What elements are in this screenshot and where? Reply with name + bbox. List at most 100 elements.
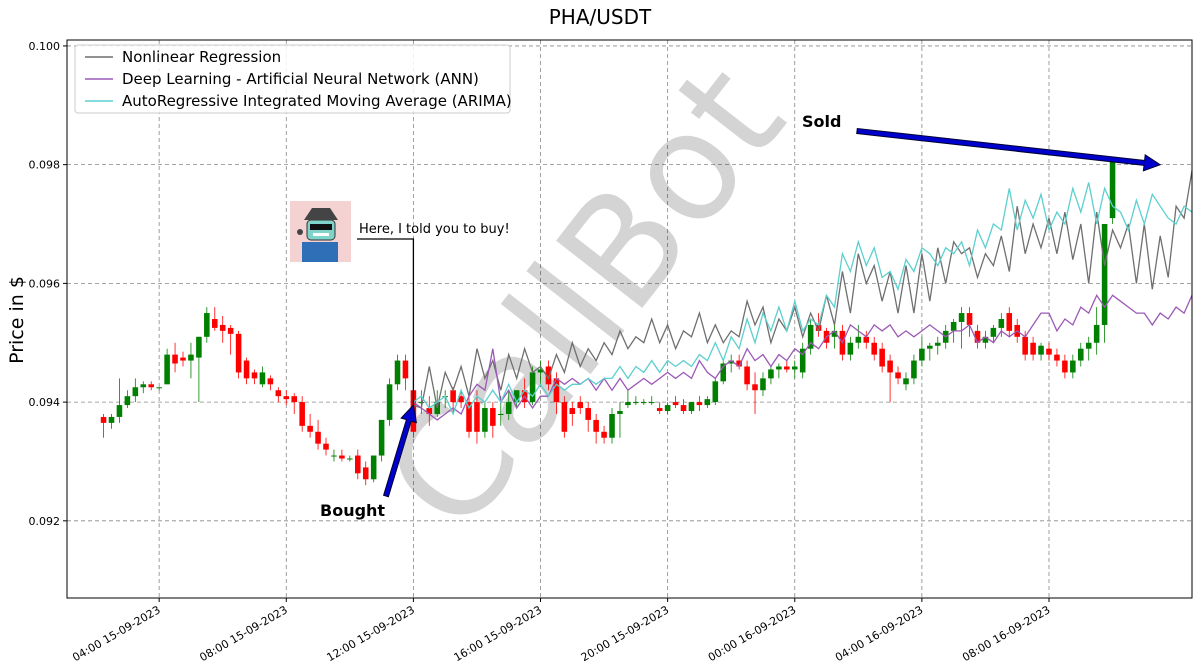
candle-body [569, 408, 576, 414]
legend-label-nonlinear: Nonlinear Regression [122, 48, 281, 66]
candle-body [418, 402, 425, 404]
x-tick-label: 08:00 16-09-2023 [960, 603, 1052, 664]
candle-body [180, 357, 186, 361]
x-tick-label: 20:00 15-09-2023 [579, 603, 671, 664]
candle-body [474, 402, 480, 432]
candle-body [887, 360, 893, 373]
legend-box [74, 44, 511, 114]
candle-body [235, 333, 242, 373]
candle-body [609, 413, 615, 438]
candle-body [966, 313, 973, 325]
candle-body [132, 387, 139, 397]
candle-body [450, 390, 456, 403]
candle-body [815, 324, 822, 331]
candle-body [323, 443, 329, 450]
bought-arrow [382, 404, 418, 498]
candle-body [251, 372, 258, 379]
candle-body [712, 381, 719, 403]
candle-body [315, 431, 321, 444]
candle-body [545, 366, 552, 385]
candle-body [362, 467, 369, 480]
x-tick-label: 12:00 15-09-2023 [325, 603, 417, 664]
candle-body [291, 396, 298, 403]
y-tick-label: 0.092 [29, 515, 61, 528]
y-tick-label: 0.094 [29, 396, 61, 409]
chart-title: PHA/USDT [549, 5, 652, 29]
candle-body [204, 313, 210, 337]
x-tick-label: 04:00 15-09-2023 [70, 603, 162, 664]
candle-body [1062, 360, 1068, 373]
candle-body [227, 327, 234, 334]
candle-body [776, 366, 782, 370]
candle-body [164, 354, 170, 385]
candle-body [982, 336, 989, 343]
candle-body [863, 336, 870, 343]
plot-frame [66, 39, 1193, 599]
candle-body [617, 411, 623, 414]
watermark-text: CallBot [352, 35, 818, 563]
candle-body [688, 402, 695, 412]
y-axis-label: Price in $ [6, 276, 28, 364]
candle-body [386, 384, 393, 420]
x-tick-label: 16:00 15-09-2023 [452, 603, 544, 664]
candle-body [672, 402, 679, 406]
series-line-1 [413, 293, 1192, 421]
y-tick-label: 0.098 [29, 159, 61, 172]
candle-body [577, 402, 584, 409]
candle-body [593, 419, 599, 432]
candle-body [116, 405, 123, 417]
candle-body [1030, 342, 1036, 355]
candle-body [601, 431, 607, 438]
candle-body [768, 369, 774, 379]
candle-body [625, 402, 631, 406]
candle-body [760, 378, 766, 391]
candle-body [466, 402, 472, 432]
candle-body [537, 369, 544, 373]
candle-body [990, 327, 997, 337]
candle-body [879, 348, 885, 367]
sold-arrow [856, 127, 1162, 172]
candle-body [927, 345, 933, 349]
candle-body [283, 396, 290, 400]
candle-body [1054, 354, 1060, 361]
y-axis: 0.092 0.094 0.096 0.098 0.100 [29, 40, 67, 528]
candle-body [784, 366, 790, 370]
watermark: CallBot [352, 35, 818, 563]
candle-body [458, 396, 464, 403]
speech-text: Here, I told you to buy! [359, 222, 510, 237]
candle-body [331, 455, 337, 457]
candle-body [307, 425, 313, 432]
candle-body [553, 378, 560, 403]
candle-body [911, 360, 917, 379]
y-tick-label: 0.100 [29, 40, 61, 53]
speech-pointer-line [357, 238, 415, 406]
candle-body [807, 324, 814, 349]
candle-body [513, 390, 520, 403]
candle-body [1038, 345, 1044, 355]
candle-body [267, 378, 274, 385]
candle-body [696, 402, 703, 406]
candle-body [561, 402, 568, 432]
x-axis: 04:00 15-09-2023 08:00 15-09-2023 12:00 15… [70, 598, 1052, 664]
candle-body [299, 402, 305, 426]
candle-body [394, 360, 401, 385]
candle-body [196, 336, 202, 358]
bought-label: Bought [320, 501, 385, 520]
candle-body [736, 360, 742, 367]
candle-body [370, 455, 377, 480]
candle-body [871, 342, 877, 355]
candle-body [100, 416, 107, 423]
candle-body [243, 360, 250, 379]
series-line-2 [413, 182, 1192, 416]
candle-body [1085, 342, 1092, 349]
candle-body [402, 360, 409, 379]
candle-body [259, 372, 266, 385]
candle-body [831, 330, 838, 337]
candle-body [1109, 158, 1116, 219]
candle-body [950, 321, 957, 331]
candle-body [347, 458, 353, 460]
candle-body [172, 354, 178, 364]
sold-label: Sold [802, 112, 841, 131]
candle-body [704, 399, 711, 406]
